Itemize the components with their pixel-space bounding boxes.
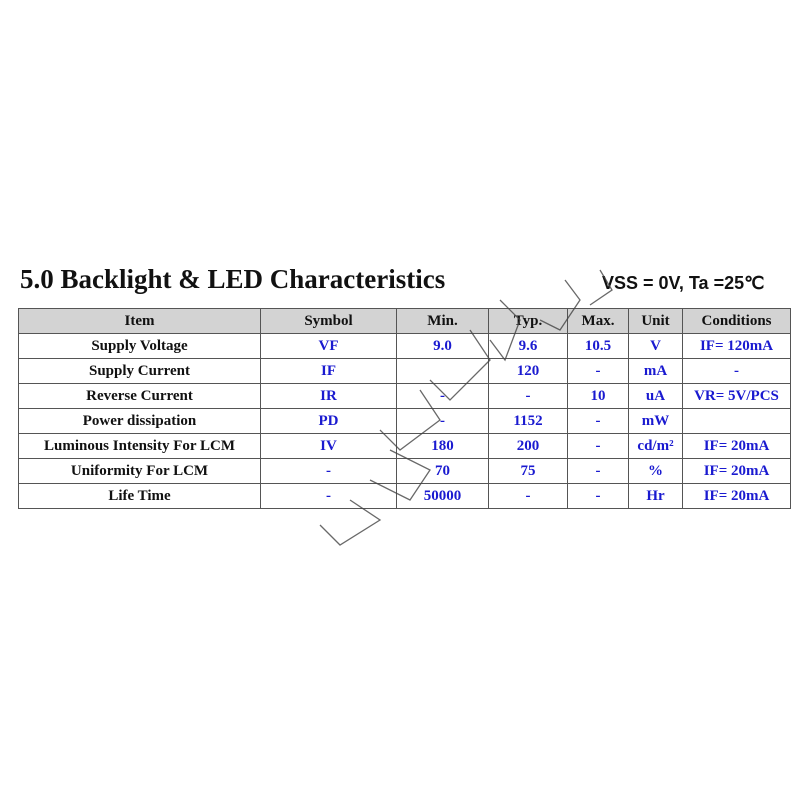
table-row: Life Time -50000- - Hr IF= 20mA — [18, 483, 791, 509]
table-row: Power dissipation PD -1152- mW — [18, 408, 791, 434]
table-cell: - — [260, 458, 397, 484]
table-cell: IF= 20mA — [682, 483, 791, 509]
table-cell: Luminous Intensity For LCM — [18, 433, 261, 459]
table-cell — [682, 408, 791, 434]
table-cell: IF — [260, 358, 397, 384]
table-cell: - — [567, 358, 629, 384]
table-cell: Supply Voltage — [18, 333, 261, 359]
table-cell: Supply Current — [18, 358, 261, 384]
table-cell: % — [628, 458, 683, 484]
table-cell: 10.5 — [567, 333, 629, 359]
table-cell: IF= 120mA — [682, 333, 791, 359]
column-header: Symbol — [260, 308, 397, 334]
table-cell: mW — [628, 408, 683, 434]
column-header: Item — [18, 308, 261, 334]
table-cell — [396, 358, 489, 384]
table-cell: Life Time — [18, 483, 261, 509]
column-header: Conditions — [682, 308, 791, 334]
table-cell: IF= 20mA — [682, 433, 791, 459]
table-cell: mA — [628, 358, 683, 384]
section-title: 5.0 Backlight & LED Characteristics — [20, 264, 446, 294]
table-cell: - — [567, 483, 629, 509]
table-cell: - — [260, 483, 397, 509]
table-cell: Hr — [628, 483, 683, 509]
column-header: Min. — [396, 308, 489, 334]
table-cell: Power dissipation — [18, 408, 261, 434]
table-row: Luminous Intensity For LCM IV 180 200- cd/m²… — [18, 433, 791, 459]
table-cell: 200 — [488, 433, 568, 459]
table-cell: 180 — [396, 433, 489, 459]
table-cell: uA — [628, 383, 683, 409]
characteristics-table: Item Symbol Min. Typ. Max. Unit Conditions Sup… — [18, 308, 791, 509]
table-cell: - — [567, 433, 629, 459]
table-cell: V — [628, 333, 683, 359]
table-cell: 1152 — [488, 408, 568, 434]
table-row: Reverse Current IR - -10 uA VR= 5V/PCS — [18, 383, 791, 409]
table-cell: IV — [260, 433, 397, 459]
table-cell: 9.6 — [488, 333, 568, 359]
table-cell: - — [567, 408, 629, 434]
table-row: Supply Current IF 120- mA - — [18, 358, 791, 384]
table-cell: - — [567, 458, 629, 484]
table-cell: IR — [260, 383, 397, 409]
table-header-row: Item Symbol Min. Typ. Max. Unit Conditions — [18, 308, 791, 334]
table-cell: 75 — [488, 458, 568, 484]
table-row: Uniformity For LCM -70 75-% IF= 20mA — [18, 458, 791, 484]
table-cell: Uniformity For LCM — [18, 458, 261, 484]
table-cell: 9.0 — [396, 333, 489, 359]
table-cell: - — [682, 358, 791, 384]
table-cell: 120 — [488, 358, 568, 384]
column-header: Unit — [628, 308, 683, 334]
table-cell: VF — [260, 333, 397, 359]
table-cell: cd/m² — [628, 433, 683, 459]
table-cell: IF= 20mA — [682, 458, 791, 484]
table-cell: - — [488, 483, 568, 509]
table-cell: - — [396, 408, 489, 434]
table-cell: 10 — [567, 383, 629, 409]
table-cell: Reverse Current — [18, 383, 261, 409]
column-header: Typ. — [488, 308, 568, 334]
table-cell: - — [396, 383, 489, 409]
column-header: Max. — [567, 308, 629, 334]
test-conditions: VSS = 0V, Ta =25℃ — [602, 273, 765, 293]
table-row: Supply Voltage VF 9.0 9.6 10.5 V IF= 120mA — [18, 333, 791, 359]
table-cell: 70 — [396, 458, 489, 484]
table-cell: 50000 — [396, 483, 489, 509]
table-cell: - — [488, 383, 568, 409]
table-cell: VR= 5V/PCS — [682, 383, 791, 409]
table-cell: PD — [260, 408, 397, 434]
